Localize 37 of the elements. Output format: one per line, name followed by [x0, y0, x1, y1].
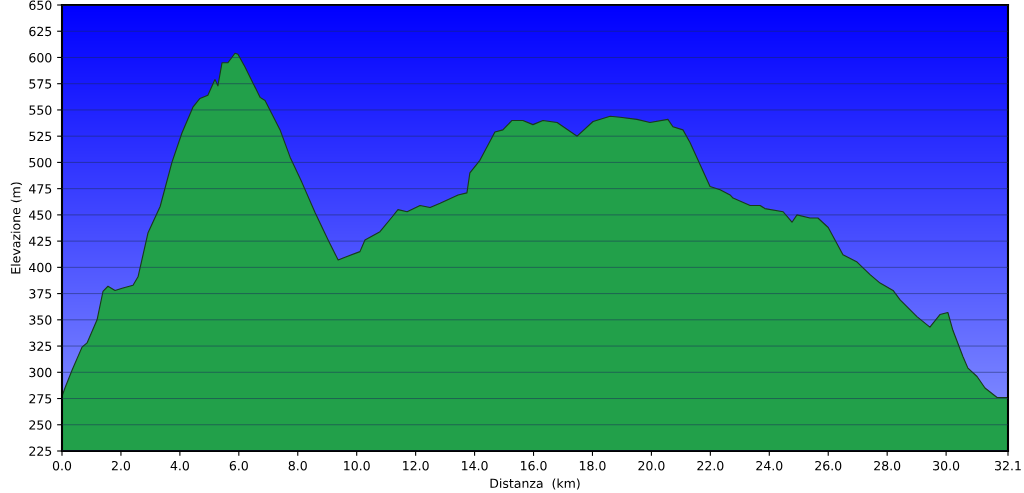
y-tick-label: 525 [29, 131, 52, 142]
x-axis-title: Distanza (km) [490, 478, 580, 490]
x-tick-label: 0.0 [52, 460, 72, 471]
x-tick-label: 18.0 [579, 460, 606, 471]
y-tick-label: 475 [29, 184, 52, 194]
x-tick-label: 32.1 [995, 460, 1021, 471]
x-tick-label: 28.0 [874, 460, 901, 471]
y-tick-label: 500 [29, 157, 52, 168]
y-axis-title: Elevazione (m) [10, 182, 22, 274]
x-tick-label: 20.0 [638, 460, 665, 471]
x-tick-label: 22.0 [697, 460, 724, 471]
y-tick-label: 425 [29, 236, 52, 247]
y-tick-label: 350 [29, 315, 52, 325]
x-tick-label: 12.0 [403, 460, 429, 471]
y-tick-label: 600 [29, 52, 52, 63]
x-tick-label: 30.0 [933, 460, 960, 471]
x-tick-label: 16.0 [520, 460, 547, 471]
x-tick-label: 24.0 [756, 460, 783, 471]
y-tick-label: 650 [29, 0, 52, 10]
y-tick-label: 250 [29, 420, 52, 430]
x-tick-label: 14.0 [462, 460, 488, 471]
y-tick-label: 275 [29, 394, 52, 404]
y-tick-label: 450 [29, 210, 52, 220]
y-tick-label: 300 [29, 367, 52, 378]
y-tick-label: 375 [29, 289, 52, 299]
x-tick-label: 6.0 [229, 460, 248, 471]
x-tick-label: 2.0 [111, 460, 131, 471]
x-tick-label: 26.0 [815, 460, 842, 471]
y-tick-label: 575 [29, 79, 52, 89]
x-tick-label: 8.0 [288, 460, 307, 471]
y-tick-label: 400 [29, 262, 52, 273]
y-tick-label: 625 [29, 26, 52, 37]
y-tick-label: 325 [29, 341, 52, 351]
y-tick-label: 550 [29, 105, 52, 115]
x-tick-label: 10.0 [344, 460, 370, 471]
y-tick-label: 225 [29, 446, 52, 456]
x-tick-label: 4.0 [170, 460, 189, 471]
